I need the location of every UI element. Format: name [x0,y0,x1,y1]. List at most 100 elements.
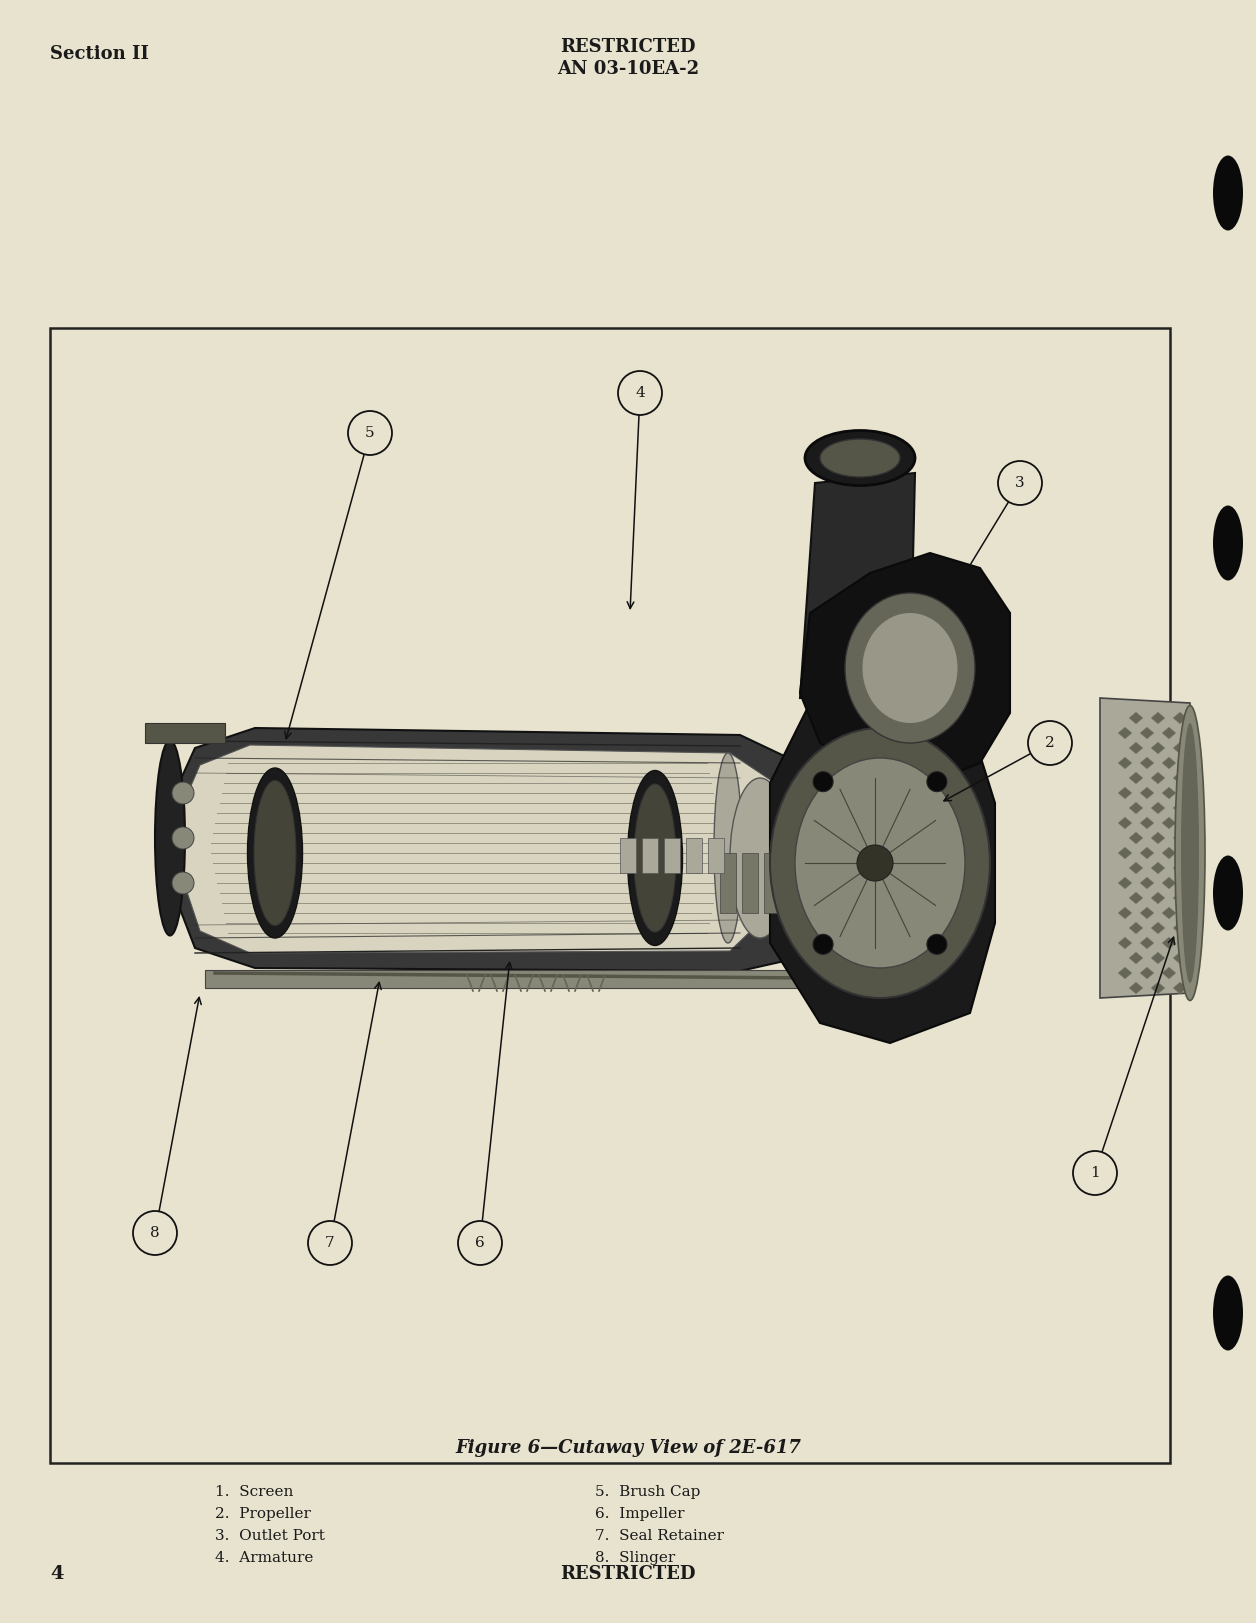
Polygon shape [1140,727,1154,738]
Ellipse shape [628,771,682,946]
Circle shape [813,935,833,954]
Polygon shape [1118,847,1132,859]
Bar [686,837,702,873]
Text: 2: 2 [1045,735,1055,750]
Text: 6.  Impeller: 6. Impeller [595,1508,685,1521]
Polygon shape [1150,742,1166,755]
Ellipse shape [172,828,193,849]
Bar [764,854,780,914]
Circle shape [348,411,392,454]
Ellipse shape [730,777,790,938]
Polygon shape [1140,787,1154,799]
Circle shape [927,771,947,792]
Ellipse shape [713,753,742,943]
Circle shape [927,935,947,954]
Polygon shape [1173,893,1187,904]
Text: Section II: Section II [50,45,149,63]
Ellipse shape [863,613,957,722]
Ellipse shape [1181,722,1199,984]
Polygon shape [1129,712,1143,724]
Polygon shape [1173,953,1187,964]
Text: 3.  Outlet Port: 3. Outlet Port [215,1529,325,1543]
Polygon shape [1140,816,1154,829]
Polygon shape [1162,907,1176,919]
Ellipse shape [634,784,676,932]
Polygon shape [1129,893,1143,904]
Polygon shape [1173,982,1187,993]
Polygon shape [1129,833,1143,844]
Polygon shape [1162,727,1176,738]
Polygon shape [1162,847,1176,859]
Ellipse shape [172,872,193,894]
Bar [50,328,1171,1462]
Polygon shape [1150,862,1166,875]
Ellipse shape [1213,1276,1243,1350]
Polygon shape [1118,787,1132,799]
Circle shape [857,846,893,881]
Circle shape [618,372,662,415]
Text: 2.  Propeller: 2. Propeller [215,1508,311,1521]
Ellipse shape [1213,505,1243,581]
Polygon shape [1140,907,1154,919]
Ellipse shape [1213,156,1243,230]
Bar [786,854,803,914]
Polygon shape [1129,922,1143,933]
Polygon shape [1173,712,1187,724]
Circle shape [458,1220,502,1264]
Polygon shape [1129,802,1143,815]
Polygon shape [1162,967,1176,979]
Polygon shape [800,553,1010,782]
Polygon shape [1140,967,1154,979]
Polygon shape [1118,756,1132,769]
Polygon shape [1173,922,1187,933]
Text: 5: 5 [365,425,374,440]
Ellipse shape [770,729,990,998]
Ellipse shape [795,758,965,967]
Text: AN 03-10EA-2: AN 03-10EA-2 [556,60,700,78]
Polygon shape [770,683,995,1044]
Polygon shape [1118,876,1132,889]
Polygon shape [1140,936,1154,949]
Polygon shape [1162,756,1176,769]
Circle shape [1073,1151,1117,1195]
Text: RESTRICTED: RESTRICTED [560,1565,696,1582]
Text: 4: 4 [636,386,644,399]
Bar [708,837,723,873]
Polygon shape [170,729,830,971]
Ellipse shape [820,438,901,477]
Polygon shape [1140,876,1154,889]
Polygon shape [180,745,790,953]
Ellipse shape [1176,706,1205,1000]
Polygon shape [1118,816,1132,829]
Text: 1: 1 [1090,1165,1100,1180]
Polygon shape [1140,847,1154,859]
Polygon shape [1162,816,1176,829]
Text: RESTRICTED: RESTRICTED [560,37,696,57]
Polygon shape [1118,967,1132,979]
Polygon shape [1129,742,1143,755]
Ellipse shape [1213,855,1243,930]
Polygon shape [1173,773,1187,784]
Circle shape [133,1211,177,1255]
Polygon shape [1173,862,1187,875]
Bar [642,837,658,873]
Polygon shape [1129,773,1143,784]
Bar [620,837,636,873]
Polygon shape [205,971,800,988]
Ellipse shape [254,781,296,925]
Polygon shape [1100,698,1189,998]
Polygon shape [1162,787,1176,799]
Text: 8.  Slinger: 8. Slinger [595,1552,676,1565]
Ellipse shape [172,782,193,803]
Ellipse shape [247,768,303,938]
Text: 7: 7 [325,1237,335,1250]
Circle shape [1027,721,1073,764]
Text: Figure 6—Cutaway View of 2E-617: Figure 6—Cutaway View of 2E-617 [455,1440,801,1457]
Bar [664,837,679,873]
Polygon shape [1150,802,1166,815]
Polygon shape [1150,773,1166,784]
Text: 5.  Brush Cap: 5. Brush Cap [595,1485,701,1500]
Text: 6: 6 [475,1237,485,1250]
Polygon shape [1118,727,1132,738]
Polygon shape [1150,953,1166,964]
